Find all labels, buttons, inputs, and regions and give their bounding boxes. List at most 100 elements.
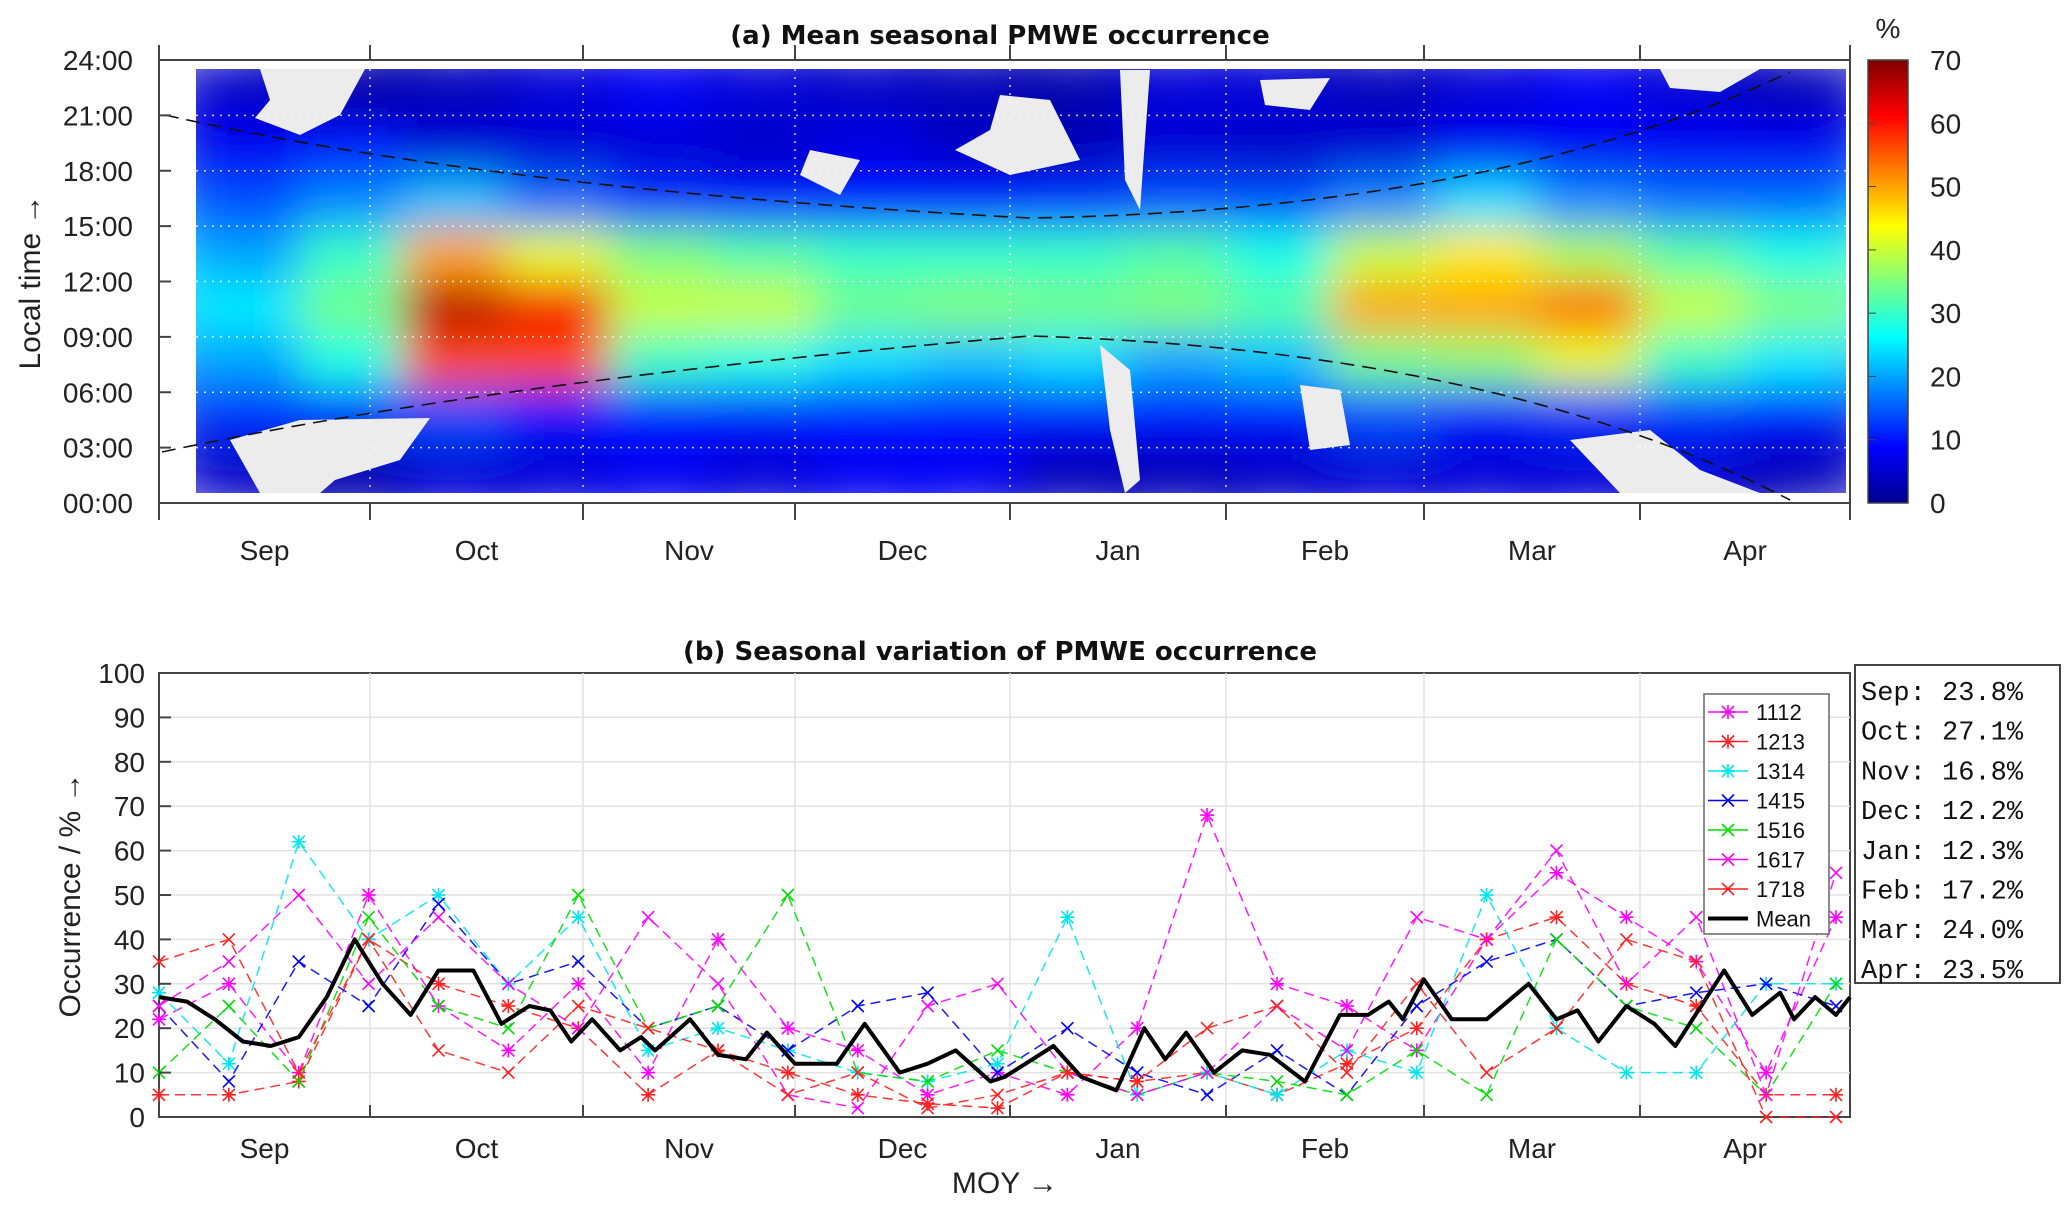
heatmap-cell-core — [1433, 228, 1537, 281]
heatmap-cell-core — [196, 334, 300, 387]
data-point — [1060, 1021, 1074, 1035]
series-1617 — [152, 844, 1843, 1115]
x-tick-label: Dec — [878, 535, 928, 566]
heatmap-cell-core — [1330, 228, 1434, 281]
no-data-region — [230, 418, 430, 493]
panel-b-ticks: 0 10 20 30 40 50 60 70 80 90 100 Sep Oct Nov Dec Jan Feb… — [98, 658, 1851, 1164]
heatmap-cell-core — [1433, 122, 1537, 175]
legend-label: Mean — [1756, 907, 1811, 932]
x-tick-label: Sep — [240, 1133, 290, 1164]
y-tick-label: 09:00 — [63, 322, 133, 353]
heatmap-cell-core — [711, 175, 815, 228]
data-point — [990, 1066, 1005, 1080]
heatmap-cell-core — [1124, 387, 1228, 440]
heatmap-cell-core — [608, 387, 712, 440]
no-data-region — [1660, 69, 1760, 92]
legend-label: 1718 — [1756, 877, 1805, 902]
heatmap-cell-core — [299, 175, 403, 228]
series-Mean — [158, 937, 1852, 1093]
heatmap-cell-core — [814, 387, 918, 440]
heatmap-cell-core — [402, 175, 506, 228]
data-point — [222, 1074, 236, 1089]
heatmap-cell-core — [814, 334, 918, 387]
data-point — [921, 986, 935, 1000]
heatmap-cell-core — [711, 228, 815, 281]
y-tick-label: 20 — [114, 1013, 145, 1044]
heatmap-cell-core — [1330, 387, 1434, 440]
heatmap-cells — [196, 69, 1846, 493]
colorbar-tick-label: 60 — [1930, 108, 1961, 139]
x-tick-label: Jan — [1095, 1133, 1140, 1164]
heatmap-cell-core — [196, 281, 300, 334]
heatmap-cell-core — [608, 334, 712, 387]
legend-label: 1617 — [1756, 848, 1805, 873]
y-tick-label: 15:00 — [63, 211, 133, 242]
heatmap-cell-core — [1330, 122, 1434, 175]
y-tick-label: 21:00 — [63, 100, 133, 131]
monthly-mean-text: Mar: 24.0% — [1861, 917, 2024, 947]
legend-marker — [1721, 882, 1735, 896]
data-point — [1549, 1021, 1564, 1035]
y-tick-label: 80 — [114, 747, 145, 778]
colorbar-tick-label: 30 — [1930, 298, 1961, 329]
y-tick-label: 0 — [129, 1102, 145, 1133]
heatmap-cell-core — [1742, 334, 1846, 387]
x-tick-label: Jan — [1095, 535, 1140, 566]
data-point — [501, 1021, 515, 1035]
x-tick-label: Feb — [1301, 535, 1349, 566]
heatmap-cell-core — [711, 281, 815, 334]
heatmap-cell-core — [1536, 334, 1640, 387]
data-point — [501, 977, 515, 991]
data-point — [851, 999, 865, 1013]
heatmap-cell-core — [917, 228, 1021, 281]
data-point — [921, 1101, 935, 1115]
heatmap-blur-layer — [196, 69, 1846, 493]
data-point — [292, 955, 306, 969]
mean-line — [158, 937, 1852, 1093]
y-tick-label: 70 — [114, 791, 145, 822]
panel-b-series — [152, 808, 1852, 1124]
data-point — [851, 1101, 865, 1115]
monthly-mean-text: Nov: 16.8% — [1861, 758, 2024, 788]
heatmap-cell-core — [917, 387, 1021, 440]
y-tick-label: 30 — [114, 969, 145, 1000]
legend-label: 1213 — [1756, 730, 1805, 755]
heatmap-cell-core — [1021, 175, 1125, 228]
legend-item-1718: 1718 — [1708, 877, 1805, 902]
data-point — [222, 932, 236, 946]
data-point — [431, 897, 446, 911]
data-point — [1200, 1088, 1214, 1102]
heatmap-cell-core — [1639, 228, 1743, 281]
data-point — [1689, 955, 1703, 969]
data-point — [1270, 999, 1284, 1013]
data-point — [292, 1066, 306, 1080]
data-point — [152, 999, 166, 1013]
data-point — [222, 999, 236, 1013]
heatmap-cell-core — [505, 69, 609, 122]
x-tick-label: Apr — [1723, 535, 1767, 566]
data-point — [571, 999, 585, 1013]
panel-a-y-label: Local time → — [14, 194, 47, 369]
colorbar-tick-label: 0 — [1930, 488, 1946, 519]
heatmap-cell-core — [1124, 228, 1228, 281]
colorbar — [1867, 59, 1909, 504]
legend-box — [1703, 693, 1830, 935]
x-tick-label: Dec — [878, 1133, 928, 1164]
heatmap-cell-core — [1227, 281, 1331, 334]
heatmap-cell-core — [402, 334, 506, 387]
data-point — [641, 1021, 655, 1035]
monthly-mean-text: Oct: 27.1% — [1861, 719, 2024, 749]
y-tick-label: 06:00 — [63, 377, 133, 408]
x-tick-label: Nov — [664, 1133, 714, 1164]
data-point — [1689, 986, 1703, 1000]
heatmap-cell-core — [1330, 281, 1434, 334]
heatmap-cell-core — [1433, 440, 1537, 493]
heatmap-cell-core — [1536, 122, 1640, 175]
data-point — [1340, 1043, 1354, 1057]
data-point — [1130, 1088, 1144, 1102]
heatmap-cell-core — [1330, 440, 1434, 493]
data-point — [1480, 1066, 1494, 1080]
heatmap-cell-core — [1536, 69, 1640, 122]
data-point — [921, 999, 935, 1013]
colorbar-tick-label: 20 — [1930, 361, 1961, 392]
